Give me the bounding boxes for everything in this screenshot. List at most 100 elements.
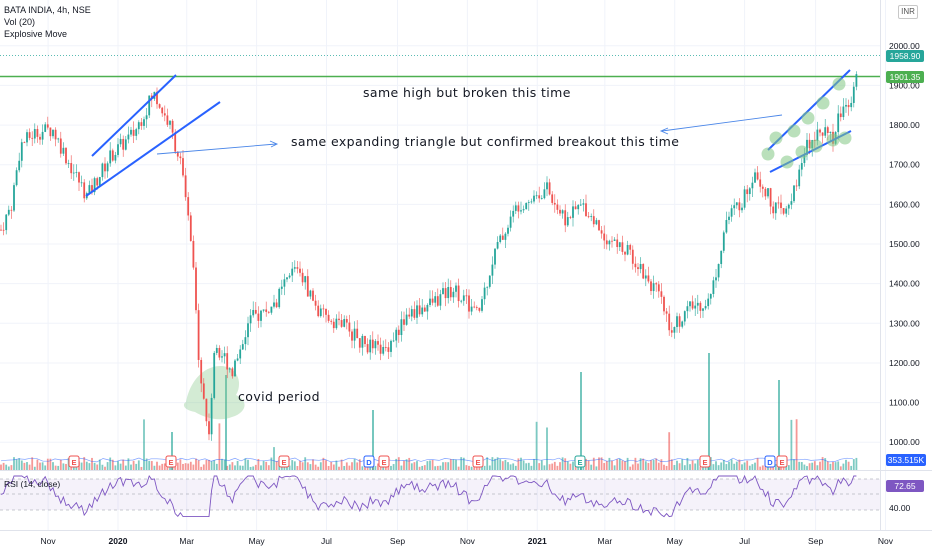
volume-bar — [483, 465, 486, 470]
candle-body — [314, 300, 317, 306]
candle-body — [184, 175, 187, 198]
volume-bar — [96, 464, 99, 470]
candle-body — [821, 132, 824, 136]
svg-text:E: E — [577, 458, 582, 467]
candle-body — [717, 264, 720, 278]
volume-bar — [309, 464, 312, 470]
candle-body — [457, 285, 460, 302]
volume-bar — [811, 462, 814, 470]
volume-bar — [795, 419, 798, 470]
candle-body — [626, 245, 629, 255]
currency-button[interactable]: INR — [898, 5, 918, 19]
candle-body — [135, 129, 138, 136]
candle-body — [431, 298, 434, 303]
volume-bar — [262, 460, 265, 470]
candle-body — [691, 301, 694, 309]
touch-point-circle — [787, 124, 801, 138]
volume-bar — [790, 419, 793, 470]
volume-bar — [382, 465, 385, 470]
volume-bar — [200, 466, 203, 470]
candle-body — [366, 344, 369, 353]
candle-body — [517, 205, 520, 212]
volume-bar — [520, 457, 522, 470]
candle-body — [837, 113, 840, 133]
volume-bar — [174, 466, 177, 470]
x-tick-label: May — [667, 536, 684, 546]
volume-bar — [564, 458, 567, 470]
volume-bar — [800, 462, 803, 470]
volume-bar — [410, 463, 413, 470]
resistance-price-tag: 1901.35 — [886, 71, 924, 83]
candle-body — [491, 264, 494, 276]
volume-bar — [215, 463, 218, 470]
candle-body — [241, 344, 244, 350]
volume-bar — [132, 460, 135, 470]
x-tick-label: Jul — [739, 536, 750, 546]
high-annotation: same high but broken this time — [363, 85, 571, 100]
volume-bar — [127, 458, 130, 470]
candle-body — [312, 290, 314, 301]
candle-body — [512, 210, 515, 217]
candle-body — [392, 340, 395, 342]
candles — [0, 71, 858, 441]
candle-body — [163, 113, 166, 116]
candle-body — [109, 150, 112, 164]
volume-bar — [436, 465, 439, 470]
event-marker: E — [776, 455, 788, 468]
volume-bar — [722, 459, 725, 470]
volume-bar — [514, 465, 517, 470]
volume-bar — [122, 459, 125, 470]
candle-body — [275, 302, 278, 308]
candle-body — [57, 138, 60, 140]
candle-body — [590, 216, 593, 218]
candle-body — [855, 74, 858, 87]
volume-bar — [837, 461, 840, 470]
volume-bar — [184, 463, 187, 470]
candle-body — [785, 208, 788, 214]
volume-bar — [241, 465, 244, 470]
candle-body — [507, 227, 509, 234]
svg-text:E: E — [475, 458, 480, 467]
candle-body — [577, 205, 580, 210]
volume-bar — [494, 458, 496, 470]
volume-bar — [608, 457, 611, 470]
volume-bar — [501, 461, 504, 470]
volume-bar — [759, 466, 762, 470]
candle-body — [470, 306, 473, 312]
volume-bar — [457, 466, 460, 470]
y-tick-label: 1500.00 — [889, 239, 920, 249]
volume-bar — [829, 463, 832, 470]
candle-body — [543, 189, 546, 199]
candle-body — [566, 217, 569, 226]
candle-body — [657, 284, 660, 292]
volume-bar — [7, 466, 10, 470]
candle-body — [49, 127, 52, 137]
candle-body — [197, 310, 200, 360]
x-tick-label: Jul — [321, 536, 332, 546]
candle-body — [2, 229, 5, 231]
volume-bar — [676, 460, 678, 470]
volume-bar — [813, 461, 816, 470]
candle-body — [613, 239, 616, 241]
candle-body — [618, 242, 621, 248]
candle-body — [699, 302, 702, 311]
volume-bar — [761, 465, 764, 470]
candle-body — [761, 186, 764, 189]
touch-point-circle — [809, 139, 823, 153]
candle-body — [720, 250, 723, 265]
volume-bar — [691, 460, 694, 470]
volume-bar — [119, 463, 122, 470]
volume-bar — [301, 462, 304, 470]
volume-bar — [202, 464, 205, 470]
grid-lines — [0, 0, 886, 530]
candle-body — [304, 276, 307, 283]
candle-body — [161, 107, 164, 114]
candle-body — [816, 129, 819, 141]
x-tick-label: Mar — [179, 536, 194, 546]
candle-body — [504, 233, 507, 240]
arrow-line-left — [156, 143, 277, 155]
candle-body — [306, 276, 309, 297]
volume-bar — [548, 464, 551, 470]
